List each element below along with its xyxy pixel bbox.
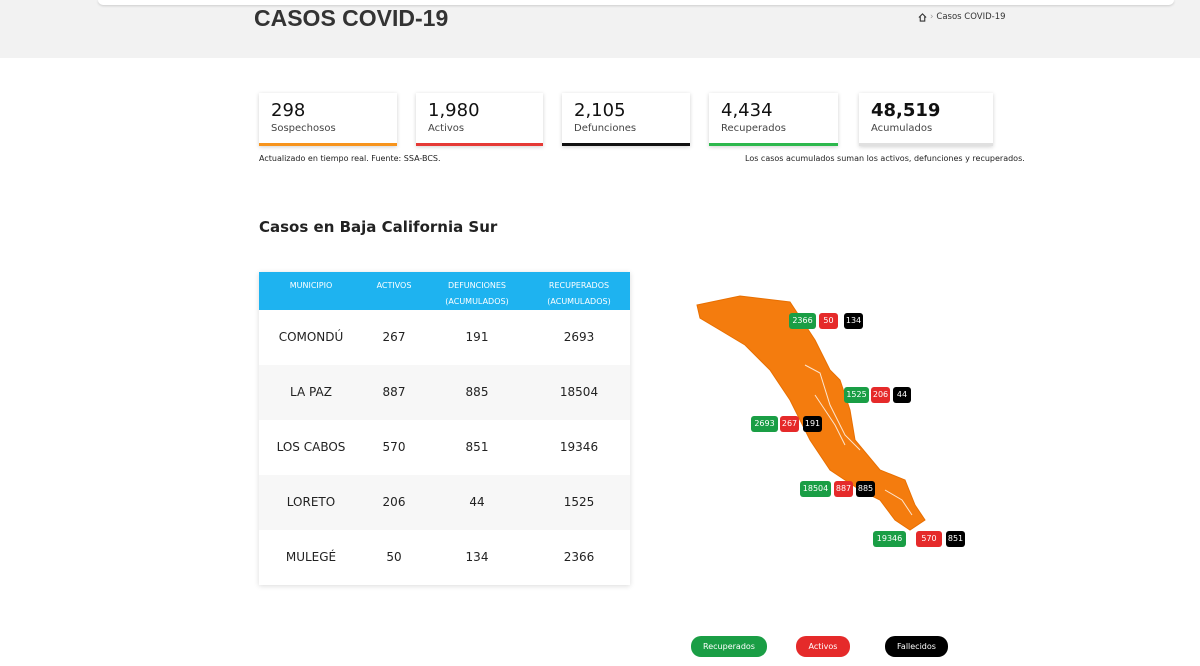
map-badge: 570: [916, 531, 942, 547]
map-badge: 191: [803, 416, 822, 432]
stat-label: Defunciones: [574, 123, 637, 134]
column-header: ACTIVOS: [376, 281, 412, 290]
stat-label: Sospechosos: [271, 123, 336, 134]
stat-card: 48,519 Acumulados: [859, 93, 993, 146]
map-badge: 851: [946, 531, 965, 547]
stat-value: 298: [271, 100, 306, 121]
stat-label: Acumulados: [871, 123, 933, 134]
breadcrumb: › Casos COVID-19: [918, 12, 1006, 22]
table-header: MUNICIPIO ACTIVOS DEFUNCIONES (ACUMULADOS)…: [259, 272, 630, 310]
map-badge: 50: [819, 313, 838, 329]
table-cell: 887: [382, 385, 406, 399]
stat-value: 4,434: [721, 100, 773, 121]
legend-fallecidos: Fallecidos: [885, 636, 948, 657]
map-badge: 267: [780, 416, 799, 432]
stat-value: 48,519: [871, 100, 941, 121]
table-cell: 851: [465, 440, 489, 454]
map-badge: 134: [844, 313, 863, 329]
stat-value: 2,105: [574, 100, 626, 121]
map-badge: 18504: [800, 481, 831, 497]
stat-card: 2,105 Defunciones: [562, 93, 690, 146]
table-cell: 191: [465, 330, 489, 344]
breadcrumb-current: Casos COVID-19: [936, 12, 1006, 22]
table-cell: LA PAZ: [290, 385, 332, 399]
sum-note: Los casos acumulados suman los activos, …: [745, 154, 1025, 163]
table-cell: 2366: [563, 550, 595, 564]
map-badge: 44: [893, 387, 911, 403]
column-header: MUNICIPIO: [289, 281, 333, 290]
table-cell: 19346: [559, 440, 599, 454]
top-bar: [98, 0, 1174, 5]
column-header: RECUPERADOS (ACUMULADOS): [547, 281, 611, 306]
table-cell: LORETO: [286, 495, 336, 509]
table-cell: 134: [465, 550, 489, 564]
home-icon[interactable]: [918, 12, 927, 22]
stat-card: 298 Sospechosos: [259, 93, 397, 146]
municipal-borders: [804, 364, 913, 516]
header-band: [0, 0, 1200, 58]
map: [696, 295, 926, 531]
map-badge: 19346: [873, 531, 906, 547]
stat-value: 1,980: [428, 100, 480, 121]
map-badge: 2366: [789, 313, 816, 329]
map-badge: 2693: [751, 416, 778, 432]
table-cell: 18504: [559, 385, 599, 399]
table-cell: 206: [382, 495, 406, 509]
table-cell: 50: [386, 550, 402, 564]
table-row: LORETO 206 44 1525: [259, 475, 630, 530]
table-cell: 44: [469, 495, 485, 509]
stat-label: Activos: [428, 123, 465, 134]
update-note: Actualizado en tiempo real. Fuente: SSA-…: [259, 154, 441, 163]
table-cell: 570: [382, 440, 406, 454]
map-badge: 885: [856, 481, 875, 497]
map-badge: 1525: [844, 387, 869, 403]
table-cell: 2693: [563, 330, 595, 344]
cases-table: MUNICIPIO ACTIVOS DEFUNCIONES (ACUMULADOS)…: [259, 272, 630, 585]
table-row: MULEGÉ 50 134 2366: [259, 530, 630, 585]
table-cell: 885: [465, 385, 489, 399]
legend-recuperados: Recuperados: [691, 636, 767, 657]
column-header: DEFUNCIONES (ACUMULADOS): [445, 281, 509, 306]
table-row: LA PAZ 887 885 18504: [259, 365, 630, 420]
table-cell: COMONDÚ: [278, 330, 344, 344]
table-cell: 1525: [563, 495, 595, 509]
state-shape[interactable]: [696, 295, 926, 531]
stat-card: 4,434 Recuperados: [709, 93, 838, 146]
table-cell: LOS CABOS: [276, 440, 346, 454]
page-title: CASOS COVID-19: [254, 5, 449, 31]
table-cell: MULEGÉ: [285, 550, 337, 564]
separator: ›: [930, 12, 934, 22]
stat-card: 1,980 Activos: [416, 93, 543, 146]
map-badge: 206: [871, 387, 890, 403]
table-row: LOS CABOS 570 851 19346: [259, 420, 630, 475]
table-cell: 267: [382, 330, 406, 344]
section-title: Casos en Baja California Sur: [259, 218, 498, 236]
table-row: COMONDÚ 267 191 2693: [259, 310, 630, 365]
map-badge: 887: [834, 481, 853, 497]
legend-activos: Activos: [796, 636, 850, 657]
stat-label: Recuperados: [721, 123, 786, 134]
